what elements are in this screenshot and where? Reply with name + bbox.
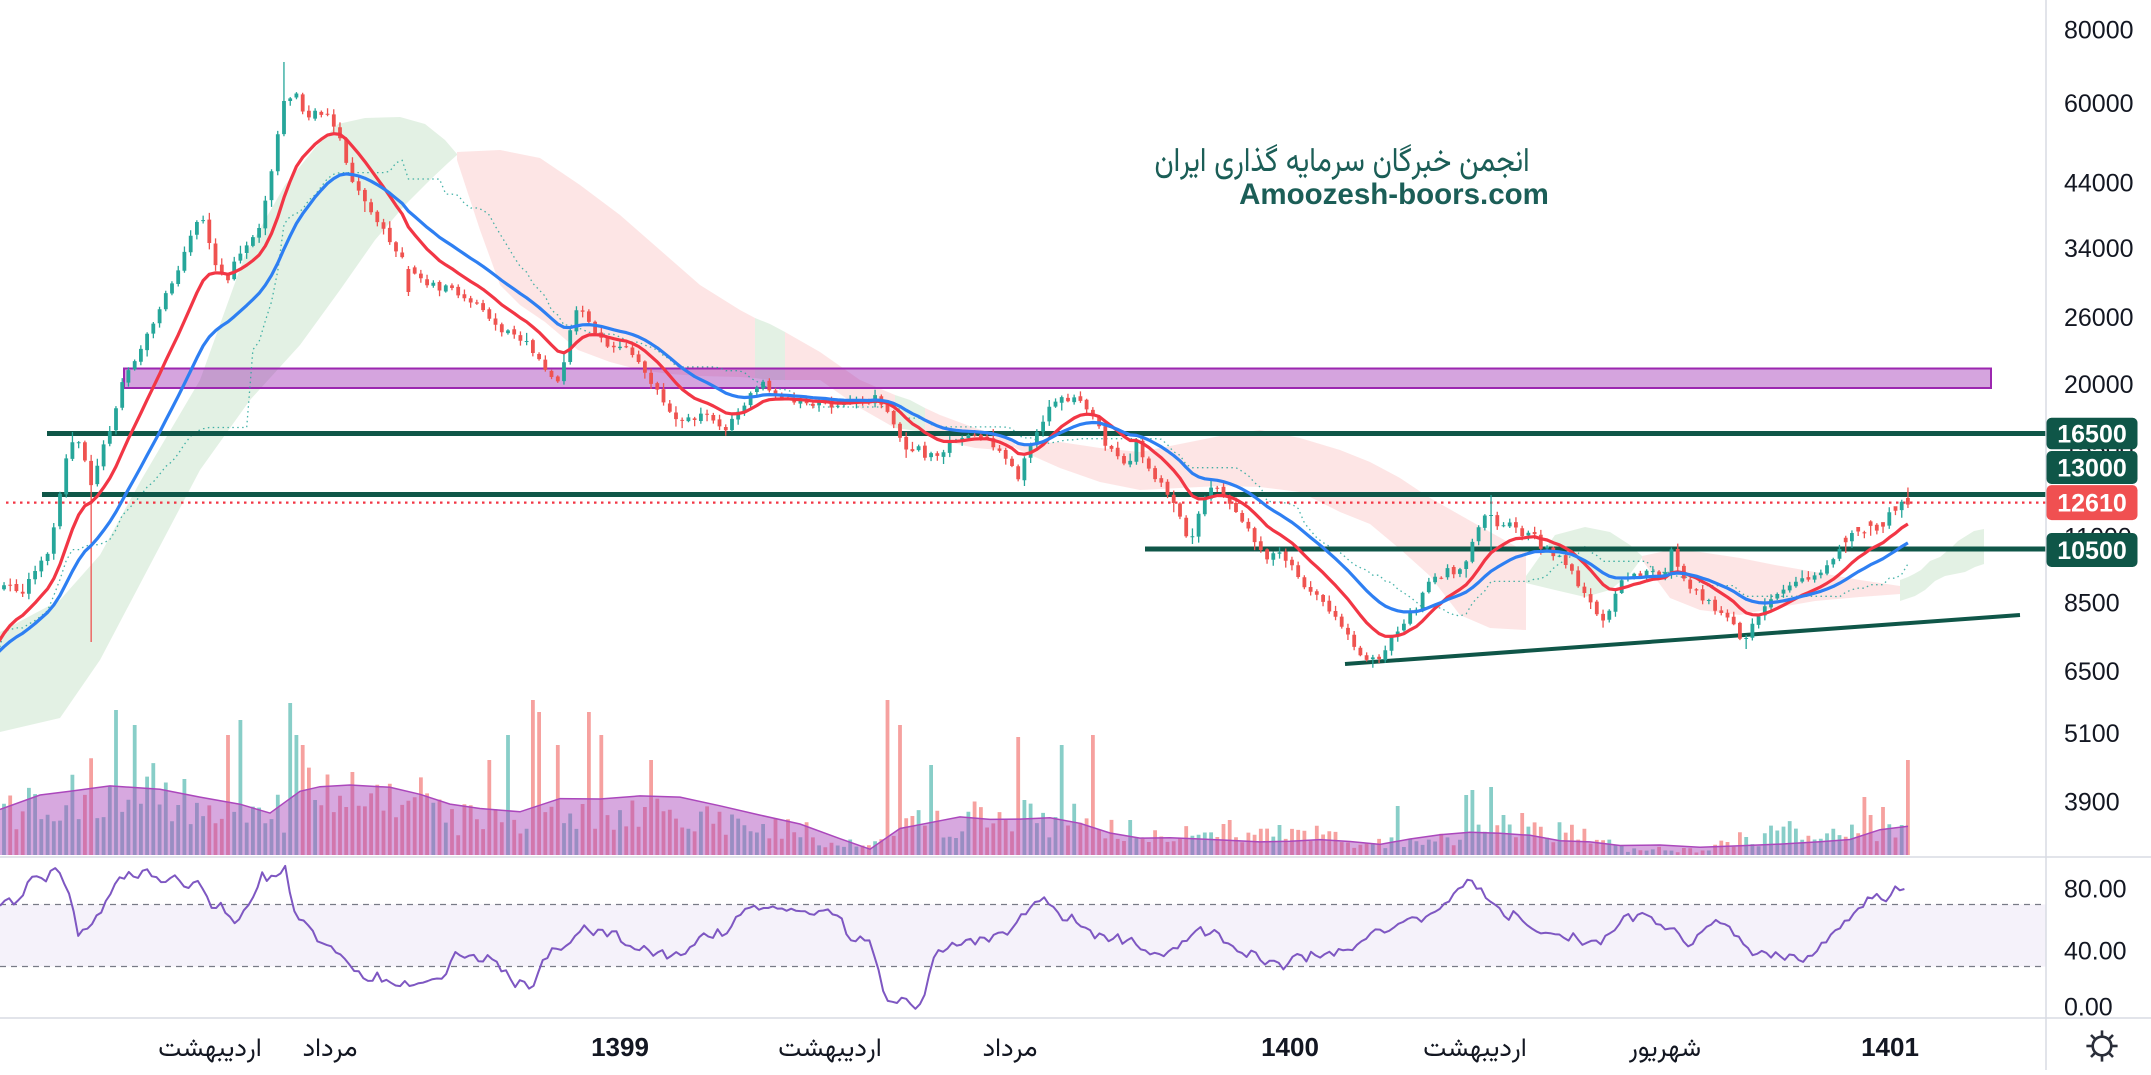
svg-text:8500: 8500	[2064, 590, 2120, 618]
svg-text:0.00: 0.00	[2064, 994, 2113, 1022]
svg-text:1399: 1399	[591, 1032, 649, 1062]
svg-text:44000: 44000	[2064, 169, 2134, 197]
svg-text:13000: 13000	[2057, 455, 2127, 483]
svg-text:40.00: 40.00	[2064, 938, 2127, 966]
svg-text:10500: 10500	[2057, 537, 2127, 565]
svg-text:6500: 6500	[2064, 658, 2120, 686]
svg-text:16500: 16500	[2057, 421, 2127, 449]
svg-text:20000: 20000	[2064, 371, 2134, 399]
svg-text:34000: 34000	[2064, 235, 2134, 263]
svg-text:26000: 26000	[2064, 304, 2134, 332]
svg-text:12610: 12610	[2057, 490, 2127, 518]
svg-text:Amoozesh-boors.com: Amoozesh-boors.com	[1239, 178, 1549, 211]
svg-text:60000: 60000	[2064, 90, 2134, 118]
svg-text:5100: 5100	[2064, 720, 2120, 748]
svg-text:1400: 1400	[1261, 1032, 1319, 1062]
svg-text:3900: 3900	[2064, 789, 2120, 817]
svg-text:80.00: 80.00	[2064, 876, 2127, 904]
svg-text:1401: 1401	[1861, 1032, 1919, 1062]
svg-text:80000: 80000	[2064, 17, 2134, 45]
